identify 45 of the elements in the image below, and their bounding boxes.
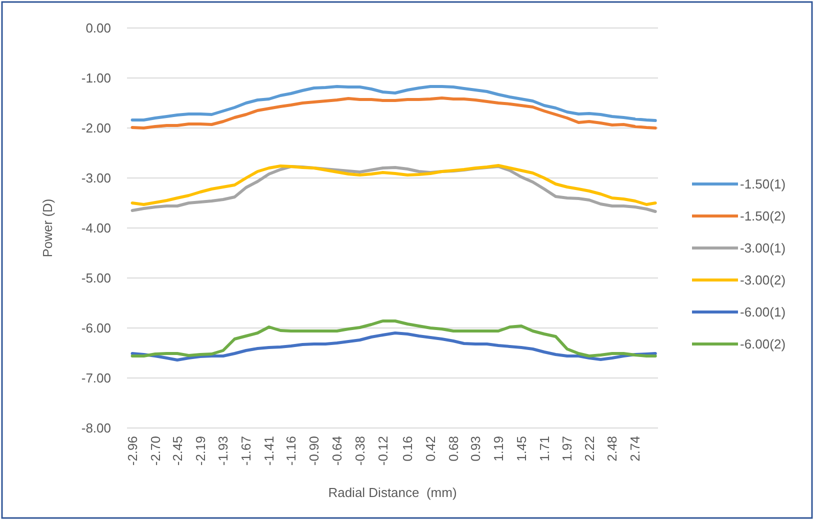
legend-label: -1.50(1) <box>740 176 786 192</box>
x-tick-label: 0.68 <box>446 436 461 462</box>
y-tick-label: 0.00 <box>86 20 111 36</box>
x-tick-label: 1.19 <box>490 436 506 462</box>
y-tick-label: -2.00 <box>81 120 111 136</box>
x-tick-label: 2.22 <box>582 436 597 462</box>
x-tick-label: 2.74 <box>628 436 643 462</box>
y-tick-label: -3.00 <box>81 170 111 186</box>
x-tick-label: 2.48 <box>604 436 620 462</box>
y-tick-label: -8.00 <box>81 420 111 436</box>
x-tick-label: 1.45 <box>514 436 529 462</box>
x-tick-label: -0.90 <box>306 436 322 466</box>
x-tick-label: 0.93 <box>468 436 483 462</box>
x-tick-label: 0.16 <box>400 436 416 462</box>
legend-label: -3.00(1) <box>740 240 786 256</box>
x-tick-label: -2.45 <box>170 436 185 466</box>
x-tick-label: 1.71 <box>536 436 552 462</box>
y-tick-label: -1.00 <box>81 70 111 86</box>
legend-label: -6.00(2) <box>740 336 786 352</box>
line-series <box>130 164 657 206</box>
line-series <box>130 96 657 130</box>
x-tick-label: -1.41 <box>262 436 277 466</box>
y-tick-label: -7.00 <box>81 370 111 386</box>
y-axis-title: Power (D) <box>40 198 55 258</box>
x-tick-label: -1.16 <box>284 436 299 466</box>
legend-label: -3.00(2) <box>740 272 786 288</box>
x-tick-label: -0.12 <box>375 436 390 466</box>
x-tick-label: -2.96 <box>124 436 140 466</box>
x-tick-label: -0.64 <box>329 436 344 466</box>
y-tick-label: -6.00 <box>81 320 111 336</box>
x-axis-title: Radial Distance (mm) <box>328 485 457 500</box>
x-tick-label: 0.42 <box>422 436 438 462</box>
x-tick-label: -1.67 <box>238 436 254 466</box>
legend-label: -6.00(1) <box>740 304 786 320</box>
x-tick-label: -1.93 <box>216 436 231 466</box>
x-tick-label: 1.97 <box>560 436 575 462</box>
line-series <box>130 85 657 122</box>
line-series <box>130 332 657 362</box>
legend-label: -1.50(2) <box>740 208 786 224</box>
x-tick-label: -0.38 <box>352 436 368 466</box>
x-tick-label: -2.19 <box>192 436 208 466</box>
line-series <box>130 320 657 358</box>
y-tick-label: -5.00 <box>81 270 111 286</box>
y-tick-label: -4.00 <box>81 220 111 236</box>
x-tick-label: -2.70 <box>148 436 163 466</box>
